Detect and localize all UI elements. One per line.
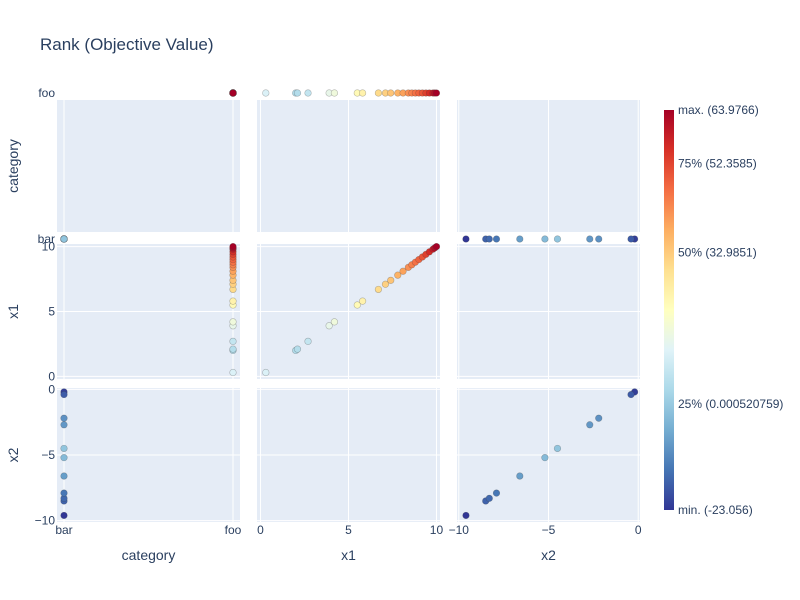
data-point: [381, 280, 390, 288]
colorbar-tick-label: 50% (32.9851): [678, 245, 757, 259]
data-point: [60, 421, 68, 429]
data-point: [304, 89, 312, 97]
x-tick-label: bar: [55, 523, 72, 537]
data-point: [492, 235, 501, 243]
data-point: [553, 235, 562, 243]
data-point: [60, 454, 68, 462]
data-point: [330, 89, 339, 97]
x-axis-title: x2: [541, 547, 556, 563]
data-point: [60, 472, 68, 480]
y-axis-title: x1: [5, 304, 21, 319]
chart-title: Rank (Objective Value): [40, 35, 214, 54]
x-tick-label: foo: [225, 523, 242, 537]
x-axis-title: category: [122, 547, 176, 563]
panel-category-vs-category: [57, 89, 240, 243]
data-point: [262, 368, 270, 377]
y-tick-label: foo: [38, 86, 55, 100]
data-point: [60, 414, 68, 422]
y-axis-title: category: [5, 139, 21, 193]
data-point: [374, 89, 383, 97]
panel-background: [57, 100, 240, 232]
colorbar-tick-label: 75% (52.3585): [678, 156, 757, 170]
panel-x1-vs-x1: [257, 242, 441, 379]
data-point: [374, 285, 383, 294]
data-point: [229, 368, 237, 377]
y-axis-title: x2: [5, 447, 21, 462]
panel-grid: [57, 89, 640, 522]
data-point: [304, 337, 312, 345]
colorbar-bar: [664, 110, 674, 510]
data-point: [293, 345, 302, 353]
data-point: [229, 345, 237, 353]
data-point: [541, 235, 549, 243]
data-point: [627, 235, 635, 243]
y-tick-label: 10: [42, 240, 56, 254]
y-tick-label: −5: [41, 448, 55, 462]
data-point: [516, 235, 524, 243]
data-point: [516, 472, 524, 480]
data-point: [330, 318, 339, 326]
panel-x1-vs-category: [57, 242, 240, 379]
axis-labels: bar foo category 0 5 10 x1 −10 −5 0 x2 bar foo catego…: [5, 86, 642, 563]
data-point: [60, 444, 68, 453]
panel-x2-vs-category: [57, 388, 240, 522]
data-point: [262, 89, 270, 97]
colorbar-tick-label: 25% (0.000520759): [678, 397, 783, 411]
y-tick-label: 0: [48, 382, 55, 396]
data-point: [358, 89, 367, 97]
data-point: [541, 454, 549, 462]
data-point: [586, 421, 594, 429]
x-tick-label: −10: [449, 523, 470, 537]
data-point: [492, 489, 501, 497]
data-point: [229, 89, 237, 97]
x-axis-title: x1: [341, 547, 356, 563]
data-point: [432, 242, 441, 251]
data-point: [229, 242, 237, 251]
data-point: [358, 297, 367, 305]
x-tick-label: 0: [257, 523, 264, 537]
colorbar-tick-label: max. (63.9766): [678, 103, 759, 117]
panel-x2-vs-x1: [257, 388, 440, 522]
panel-category-vs-x1: [257, 89, 441, 240]
data-point: [462, 235, 470, 243]
y-tick-label: 0: [48, 369, 55, 383]
data-point: [595, 414, 603, 422]
panel-category-vs-x2: [457, 92, 640, 243]
y-tick-label: bar: [38, 232, 55, 246]
data-point: [60, 511, 68, 520]
data-point: [325, 322, 333, 330]
data-point: [387, 276, 395, 284]
data-point: [432, 89, 441, 97]
data-point: [229, 337, 237, 345]
x-tick-label: 10: [430, 523, 444, 537]
data-point: [229, 297, 237, 305]
data-point: [60, 235, 68, 243]
x-tick-label: 0: [635, 523, 642, 537]
x-tick-label: −5: [542, 523, 556, 537]
y-tick-label: −10: [35, 514, 56, 528]
data-point: [229, 318, 237, 326]
data-point: [399, 267, 407, 275]
panel-x2-vs-x2: [457, 388, 640, 522]
colorbar-tick-label: min. (-23.056): [678, 503, 753, 517]
data-point: [627, 390, 635, 399]
data-point: [595, 235, 603, 243]
data-point: [485, 494, 493, 502]
data-point: [462, 511, 470, 520]
data-point: [293, 89, 302, 97]
colorbar: min. (-23.056) 25% (0.000520759) 50% (32.9…: [664, 103, 783, 517]
y-tick-label: 5: [48, 305, 55, 319]
x-tick-label: 5: [345, 523, 352, 537]
data-point: [353, 301, 361, 309]
panel-x1-vs-x2: [457, 244, 640, 379]
data-point: [387, 89, 395, 97]
data-point: [60, 390, 68, 399]
data-point: [553, 444, 562, 453]
data-point: [60, 489, 68, 497]
data-point: [394, 271, 402, 279]
data-point: [485, 235, 493, 243]
data-point: [586, 235, 594, 243]
